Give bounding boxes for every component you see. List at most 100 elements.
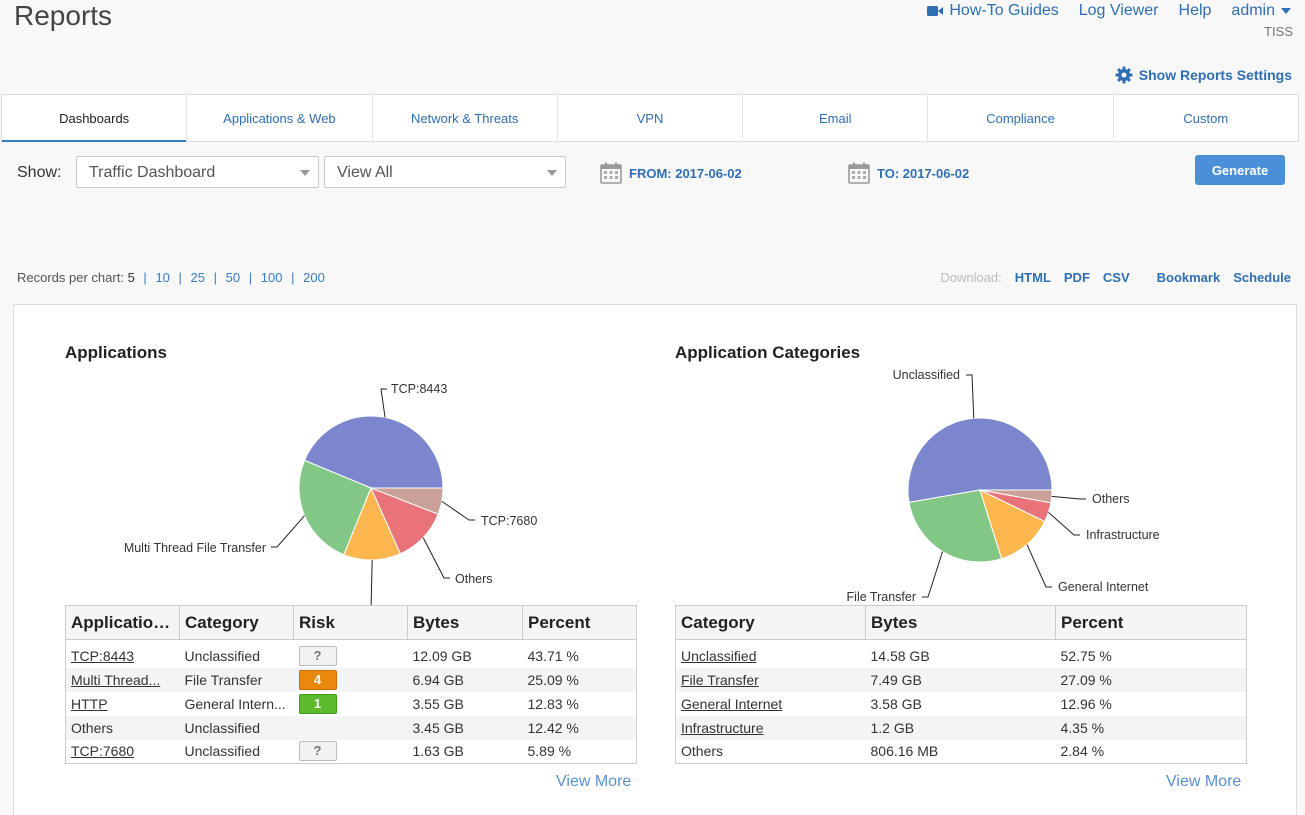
percent-cell: 12.96 % <box>1060 695 1112 712</box>
bookmark-link[interactable]: Bookmark <box>1156 270 1221 285</box>
generate-button[interactable]: Generate <box>1195 155 1285 185</box>
categories-pie-slice[interactable] <box>907 417 1053 503</box>
dashboard-panel: Applications TCP:8443 Multi Thread File T… <box>13 304 1297 815</box>
categories-pie-label: File Transfer <box>847 590 916 604</box>
category-link[interactable]: General Internet <box>681 695 783 712</box>
records-option-50[interactable]: 50 <box>225 270 241 285</box>
records-option-100[interactable]: 100 <box>260 270 283 285</box>
applications-pie-slice[interactable] <box>343 486 401 561</box>
table-row: Multi Thread... File Transfer 4 6.94 GB … <box>65 667 637 692</box>
view-select[interactable]: View All <box>324 156 566 188</box>
table-row: Unclassified 14.58 GB 52.75 % <box>676 640 1247 668</box>
risk-cell <box>293 715 408 740</box>
column-header-category[interactable]: Category <box>675 605 866 640</box>
categories-pie-chart: Unclassified File Transfer General Interne… <box>847 368 1160 604</box>
risk-badge: ? <box>298 741 337 762</box>
tab-network-threats[interactable]: Network & Threats <box>373 95 558 141</box>
categories-table: Category Bytes Percent Unclassified 14.5… <box>675 605 1247 764</box>
app-link[interactable]: TCP:7680 <box>71 743 135 760</box>
help-link[interactable]: Help <box>1178 2 1212 19</box>
category-link[interactable]: Infrastructure <box>681 719 764 736</box>
categories-pie-slice[interactable] <box>979 489 1046 560</box>
column-header-bytes[interactable]: Bytes <box>865 605 1056 640</box>
table-row: TCP:7680 Unclassified ? 1.63 GB 5.89 % <box>66 740 637 764</box>
chevron-down-icon <box>300 170 310 176</box>
tab-email[interactable]: Email <box>743 95 929 141</box>
records-label: Records per chart: <box>17 270 124 285</box>
risk-badge: ? <box>298 645 337 666</box>
column-header-category[interactable]: Category <box>179 605 294 640</box>
from-date-picker[interactable]: FROM: 2017-06-02 <box>600 162 742 184</box>
top-nav: How-To Guides Log Viewer Help admin <box>907 2 1291 20</box>
column-header-percent[interactable]: Percent <box>1055 605 1247 640</box>
calendar-icon <box>600 162 622 184</box>
tab-vpn[interactable]: VPN <box>558 95 744 141</box>
tab-compliance[interactable]: Compliance <box>928 95 1114 141</box>
download-csv-link[interactable]: CSV <box>1102 270 1130 285</box>
applications-pie-leader-line <box>422 537 450 579</box>
categories-pie-label: Infrastructure <box>1086 528 1160 542</box>
percent-cell: 12.83 % <box>527 695 579 712</box>
categories-view-more-link[interactable]: View More <box>1166 773 1242 790</box>
records-option-10[interactable]: 10 <box>155 270 170 285</box>
categories-pie-leader-line <box>966 374 975 419</box>
risk-badge: 1 <box>298 693 337 714</box>
tenant-name: TISS <box>1264 24 1293 39</box>
admin-label: admin <box>1231 2 1275 19</box>
howto-guides-link[interactable]: How-To Guides <box>927 2 1059 20</box>
caret-down-icon <box>1281 8 1291 14</box>
bytes-cell: 1.63 GB <box>412 743 464 760</box>
percent-cell: 4.35 % <box>1055 715 1247 740</box>
download-pdf-link[interactable]: PDF <box>1063 270 1090 285</box>
to-date-picker[interactable]: TO: 2017-06-02 <box>848 162 969 184</box>
category-cell: Unclassified <box>184 647 260 664</box>
tab-applications-web[interactable]: Applications & Web <box>187 95 373 141</box>
howto-guides-label: How-To Guides <box>949 2 1059 19</box>
categories-pie-label: General Internet <box>1058 580 1149 594</box>
bytes-cell: 12.09 GB <box>412 647 472 664</box>
categories-pie-slice[interactable] <box>908 489 1003 563</box>
records-option-25[interactable]: 25 <box>190 270 206 285</box>
column-header-bytes[interactable]: Bytes <box>407 605 523 640</box>
risk-badge: 4 <box>298 669 337 690</box>
applications-pie-leader-line <box>370 559 373 611</box>
download-row: Download: HTML PDF CSV Bookmark Schedule <box>940 270 1291 285</box>
from-date-label: FROM: 2017-06-02 <box>629 165 742 181</box>
applications-table: Application... Category Risk Bytes Perce… <box>65 605 637 764</box>
categories-pie-leader-line <box>922 551 944 598</box>
gear-icon <box>1115 66 1133 84</box>
download-html-link[interactable]: HTML <box>1014 270 1051 285</box>
admin-menu[interactable]: admin <box>1231 2 1291 20</box>
percent-cell: 12.42 % <box>522 715 637 740</box>
column-header-application[interactable]: Application... <box>65 605 180 640</box>
show-reports-settings-link[interactable]: Show Reports Settings <box>1115 66 1292 84</box>
column-header-percent[interactable]: Percent <box>522 605 637 640</box>
category-link[interactable]: Unclassified <box>681 647 757 664</box>
tab-dashboards[interactable]: Dashboards <box>2 95 188 142</box>
records-option-5[interactable]: 5 <box>127 270 135 285</box>
column-header-risk[interactable]: Risk <box>293 605 408 640</box>
bytes-cell: 3.58 GB <box>870 695 922 712</box>
records-per-chart: Records per chart: 5 | 10 | 25 | 50 | 10… <box>17 270 325 285</box>
category-cell: General Intern... <box>184 695 286 712</box>
applications-view-more-link[interactable]: View More <box>556 773 632 790</box>
records-option-200[interactable]: 200 <box>303 270 325 285</box>
percent-cell: 5.89 % <box>527 743 572 760</box>
show-label: Show: <box>17 164 62 181</box>
app-link[interactable]: HTTP <box>71 695 108 712</box>
app-link[interactable]: TCP:8443 <box>71 647 135 664</box>
log-viewer-link[interactable]: Log Viewer <box>1078 2 1159 19</box>
table-row: Infrastructure 1.2 GB 4.35 % <box>675 715 1247 740</box>
table-row: HTTP General Intern... 1 3.55 GB 12.83 % <box>66 692 637 716</box>
category-link[interactable]: File Transfer <box>681 671 759 688</box>
tab-custom[interactable]: Custom <box>1183 110 1229 126</box>
to-date-label: TO: 2017-06-02 <box>877 165 970 181</box>
schedule-link[interactable]: Schedule <box>1233 270 1291 285</box>
percent-cell: 43.71 % <box>527 647 579 664</box>
app-link[interactable]: Multi Thread... <box>71 671 161 688</box>
applications-pie-slice[interactable] <box>303 415 444 489</box>
bytes-cell: 3.55 GB <box>412 695 464 712</box>
bytes-cell: 7.49 GB <box>865 667 1056 692</box>
dashboard-select[interactable]: Traffic Dashboard <box>76 156 319 188</box>
category-cell: File Transfer <box>179 667 294 692</box>
